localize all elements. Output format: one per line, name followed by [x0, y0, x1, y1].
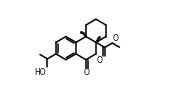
Text: O: O	[97, 56, 103, 65]
Text: HO: HO	[35, 68, 46, 77]
Text: O: O	[113, 34, 118, 43]
Text: O: O	[84, 68, 90, 77]
